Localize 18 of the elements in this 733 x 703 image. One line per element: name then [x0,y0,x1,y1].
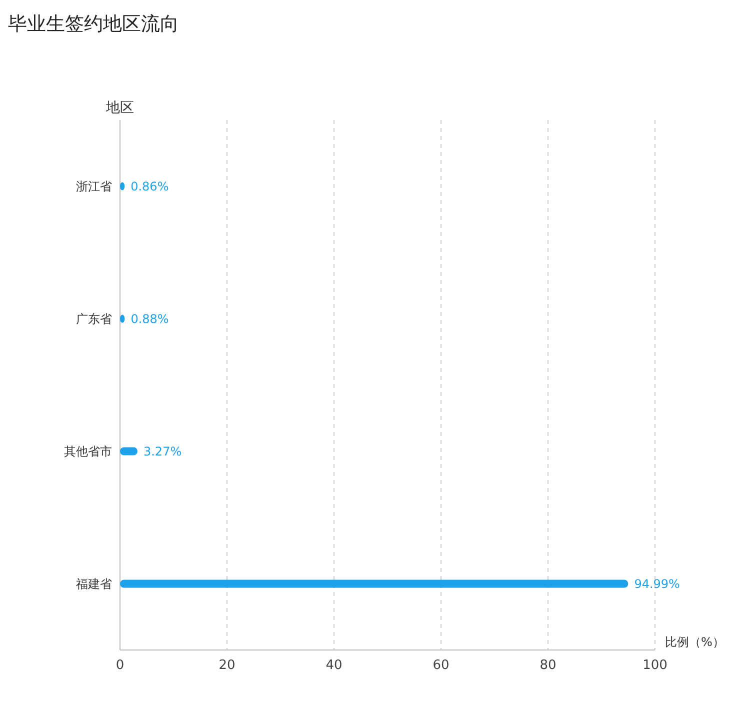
data-label: 94.99% [634,576,680,591]
x-tick-label: 60 [432,658,450,673]
x-tick-label: 20 [218,658,236,673]
data-label: 3.27% [143,444,182,458]
y-tick-label: 福建省 [76,576,112,591]
chart-title: 毕业生签约地区流向 [8,13,179,35]
x-tick-label: 40 [326,658,342,673]
x-tick-label: 80 [540,658,556,673]
y-tick-label: 浙江省 [76,179,112,194]
bar [120,580,628,588]
y-tick-label: 其他省市 [64,444,112,458]
x-tick-label: 0 [116,658,124,673]
x-tick-label: 100 [642,658,668,673]
data-label: 0.88% [130,312,169,326]
y-tick-label: 广东省 [76,312,112,326]
x-axis-title: 比例（%） [665,635,724,649]
data-label: 0.86% [130,179,169,194]
y-axis-title: 地区 [105,100,134,116]
